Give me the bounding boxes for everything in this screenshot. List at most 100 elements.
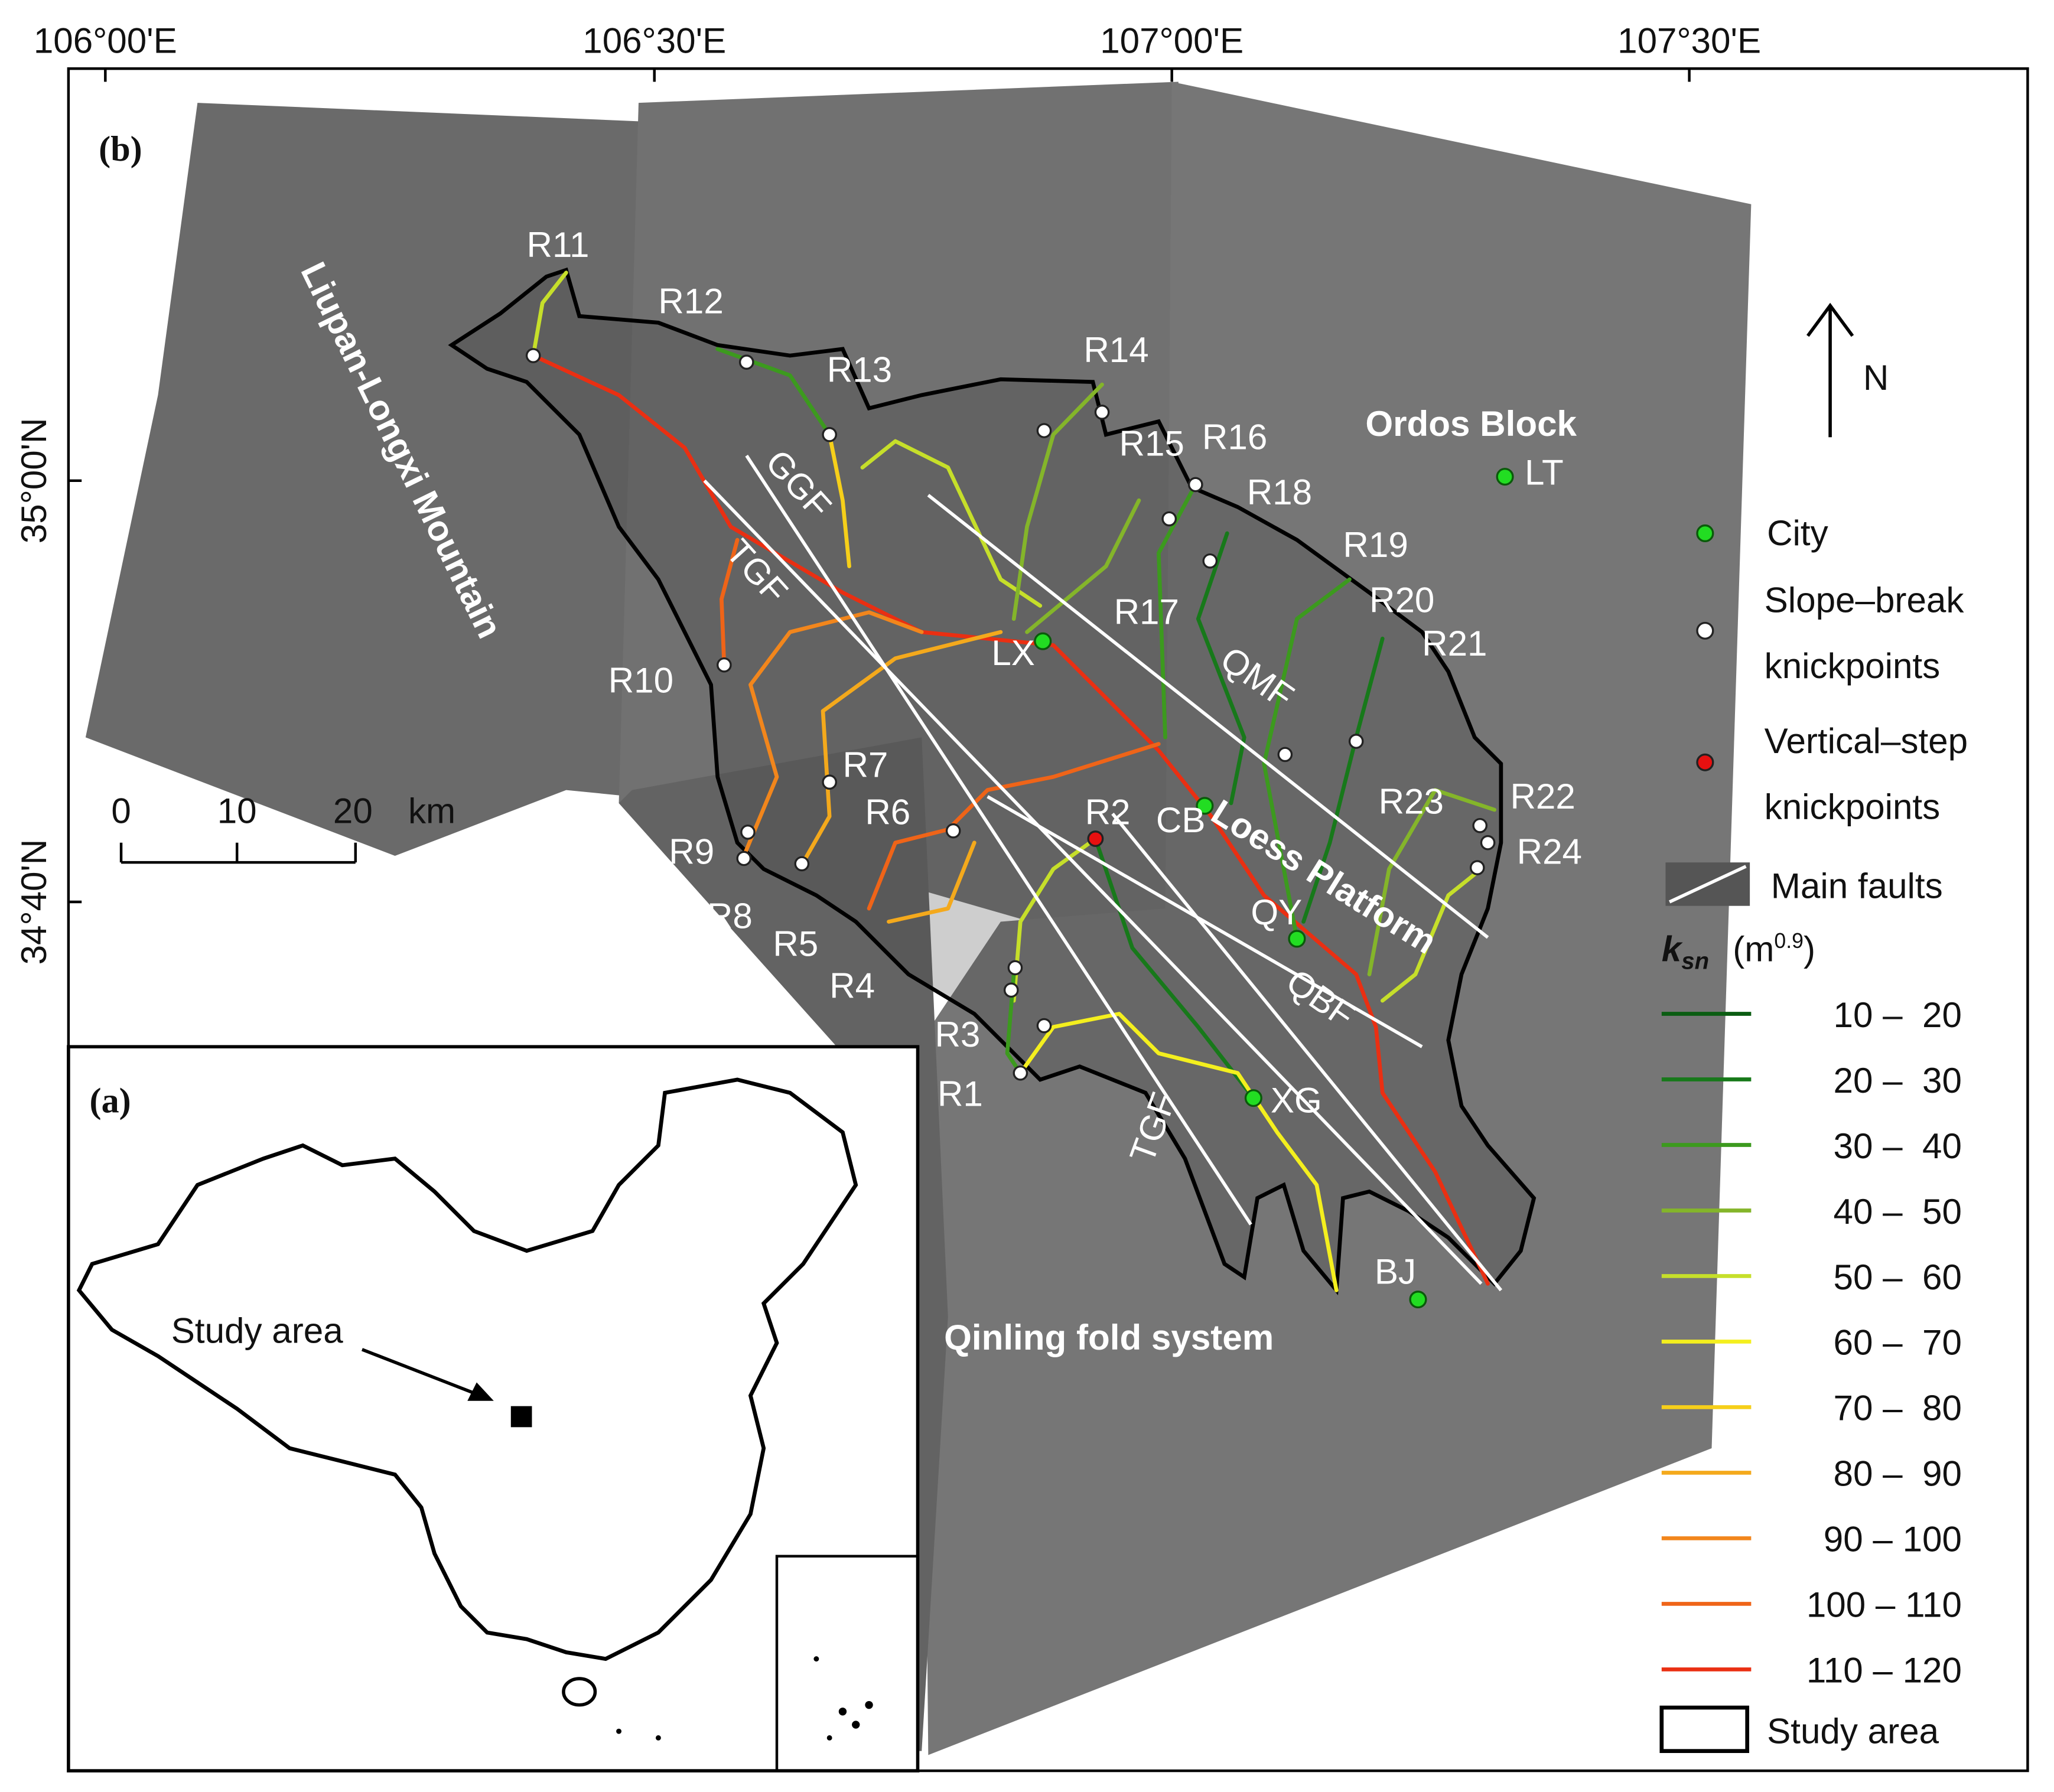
inset-frame bbox=[67, 1045, 920, 1773]
river-labels: R1 R2 R3 R4 R5 R6 R7 R8 R9 R10 R11 R12 R… bbox=[527, 225, 1582, 1114]
lon-label: 106°30'E bbox=[582, 21, 726, 60]
knickpoints-part bbox=[1007, 960, 1023, 976]
cities-part bbox=[1034, 632, 1052, 650]
ksn-class-label: 10 – 20 bbox=[1834, 995, 1962, 1035]
ksn-class-label: 110 – 120 bbox=[1806, 1651, 1962, 1690]
study-area-marker bbox=[510, 1406, 532, 1428]
label: knickpoints bbox=[1765, 787, 1941, 827]
legend-part bbox=[1696, 621, 1714, 640]
label: R7 bbox=[842, 745, 888, 784]
label: R4 bbox=[829, 966, 875, 1006]
knickpoints-part bbox=[740, 825, 756, 840]
knickpoints-part bbox=[945, 823, 961, 839]
label: R13 bbox=[827, 350, 892, 390]
rivers-part bbox=[1018, 1012, 1339, 1292]
legend-part: 10 – 20 20 – 30 30 – 40 40 – 50 50 – 60 60 – … bbox=[1661, 995, 1962, 1690]
city-labels: LX CB QY XG BJ LT bbox=[991, 452, 1563, 1291]
rivers-part bbox=[860, 439, 1043, 608]
knickpoints-part bbox=[1480, 835, 1496, 851]
knickpoints-part bbox=[1348, 734, 1364, 749]
rivers-part bbox=[1005, 972, 1023, 1076]
knickpoints-part bbox=[1472, 817, 1488, 833]
label: R11 bbox=[527, 225, 590, 265]
ksn-class-label: 80 – 90 bbox=[1834, 1454, 1962, 1494]
knickpoints-part bbox=[1003, 982, 1019, 998]
rivers-part bbox=[887, 840, 976, 924]
label: R22 bbox=[1510, 777, 1575, 816]
label: R2 bbox=[1085, 793, 1131, 832]
label: R5 bbox=[773, 924, 818, 963]
knickpoints-part bbox=[1469, 860, 1485, 875]
label: LT bbox=[1525, 452, 1564, 492]
knickpoints-part bbox=[1036, 423, 1052, 438]
knickpoints-part bbox=[1013, 1065, 1028, 1081]
islands-part bbox=[865, 1700, 873, 1709]
lon-label: 107°30'E bbox=[1617, 21, 1761, 60]
label: LX bbox=[991, 633, 1035, 673]
islands bbox=[616, 1656, 873, 1741]
inset-annotation: Study area bbox=[171, 1311, 343, 1351]
islands-part bbox=[616, 1728, 622, 1734]
legend-part bbox=[1669, 865, 1747, 904]
islands-part bbox=[852, 1721, 860, 1729]
knickpoints-part bbox=[1161, 511, 1177, 527]
label: knickpoints bbox=[1765, 646, 1941, 686]
rivers-part bbox=[1301, 636, 1385, 924]
legend-part bbox=[1696, 524, 1714, 542]
label: sn bbox=[1681, 949, 1709, 975]
hainan bbox=[562, 1677, 597, 1707]
rivers-part bbox=[531, 271, 568, 358]
label: Study area bbox=[1767, 1711, 1939, 1751]
rivers-part bbox=[827, 432, 851, 569]
faults-part bbox=[927, 494, 1489, 939]
cities bbox=[1034, 468, 1514, 1309]
cities-part bbox=[1409, 1291, 1427, 1309]
panel-label: (b) bbox=[99, 129, 142, 169]
label: QY bbox=[1251, 892, 1302, 932]
knickpoints-part bbox=[1202, 553, 1218, 569]
rivers-part bbox=[741, 610, 924, 858]
faults-part bbox=[703, 479, 1483, 1285]
label: Slope–break bbox=[1765, 581, 1965, 620]
islands-part bbox=[838, 1708, 847, 1716]
imagery-part bbox=[85, 103, 639, 856]
china-outline bbox=[76, 1077, 858, 1661]
rivers-part bbox=[1093, 836, 1256, 1100]
label: XG bbox=[1271, 1081, 1322, 1120]
label: R18 bbox=[1247, 473, 1312, 512]
arrow-head bbox=[467, 1382, 494, 1401]
islands-part bbox=[813, 1656, 819, 1662]
label: (m bbox=[1733, 929, 1774, 969]
imagery-part bbox=[922, 82, 1752, 1755]
knickpoints-part bbox=[1277, 747, 1293, 763]
label: R8 bbox=[707, 897, 753, 936]
label: R14 bbox=[1083, 330, 1148, 370]
label: Vertical–step bbox=[1765, 721, 1968, 761]
islands-part bbox=[655, 1735, 661, 1741]
rivers-part bbox=[1157, 483, 1198, 739]
faults-part bbox=[1111, 812, 1503, 1292]
imagery bbox=[85, 82, 1752, 1755]
cities-part bbox=[1244, 1089, 1262, 1107]
ksn-class-label: 70 – 80 bbox=[1834, 1389, 1962, 1428]
ticks bbox=[68, 69, 1691, 904]
label: 0.9 bbox=[1774, 929, 1804, 953]
label: R3 bbox=[935, 1015, 980, 1054]
inset-box bbox=[775, 1555, 919, 1773]
knickpoints-part bbox=[1036, 1018, 1052, 1034]
label: R20 bbox=[1369, 581, 1434, 620]
rivers-part bbox=[1025, 498, 1141, 634]
ksn-class-label: 50 – 60 bbox=[1834, 1257, 1962, 1297]
label: R1 bbox=[938, 1074, 983, 1114]
scale-label: 20 bbox=[333, 791, 373, 830]
rivers-part bbox=[720, 537, 740, 667]
ksn-class-label: 20 – 30 bbox=[1834, 1061, 1962, 1100]
rivers-part bbox=[1367, 788, 1497, 976]
arrow bbox=[361, 1348, 481, 1397]
rivers-part bbox=[1262, 577, 1352, 941]
label: R15 bbox=[1119, 423, 1184, 463]
label: ksn (m0.9) bbox=[1662, 929, 1815, 975]
rivers-part bbox=[801, 630, 1003, 865]
